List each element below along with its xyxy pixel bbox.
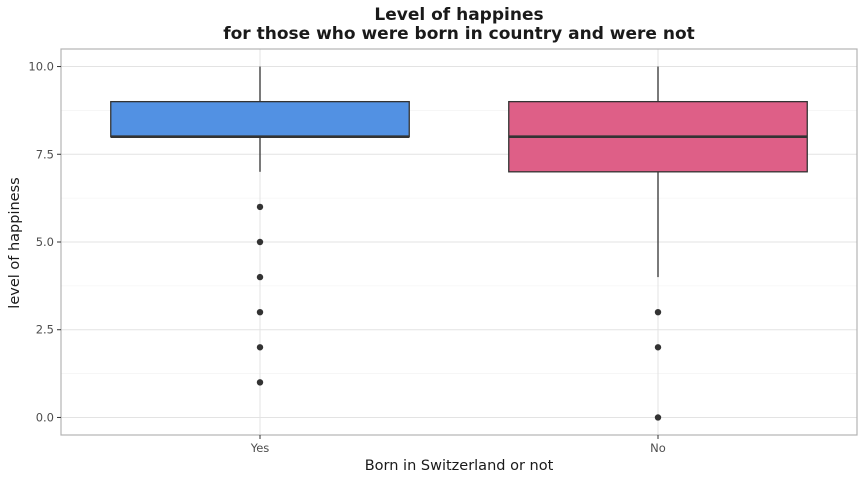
y-axis-ticks: 0.0 2.5 5.0 7.5 10.0 <box>28 60 61 424</box>
outlier-point <box>654 344 662 351</box>
chart-title-line-2: for those who were born in country and w… <box>223 24 695 44</box>
x-tick-label: Yes <box>250 441 270 455</box>
outlier-point <box>256 344 264 351</box>
y-tick-label: 7.5 <box>36 147 54 161</box>
box-yes <box>110 66 410 386</box>
box-no <box>508 66 808 421</box>
outlier-point <box>256 203 264 211</box>
outlier-point <box>654 414 662 421</box>
y-tick-label: 0.0 <box>36 410 54 424</box>
boxes-layer <box>110 66 808 421</box>
iqr-box <box>110 100 410 138</box>
y-tick-label: 5.0 <box>36 235 54 249</box>
x-tick-label: No <box>650 441 666 455</box>
y-axis-title: level of happiness <box>7 177 23 308</box>
chart-title-line-1: Level of happines <box>374 5 543 25</box>
x-axis-ticks: Yes No <box>250 435 666 455</box>
outlier-point <box>256 238 264 246</box>
outlier-point <box>256 379 264 386</box>
y-tick-label: 2.5 <box>36 323 54 337</box>
y-tick-label: 10.0 <box>28 60 54 74</box>
outlier-point <box>654 308 662 316</box>
x-axis-title: Born in Switzerland or not <box>365 458 554 474</box>
outlier-point <box>256 308 264 316</box>
outlier-point <box>256 273 264 281</box>
